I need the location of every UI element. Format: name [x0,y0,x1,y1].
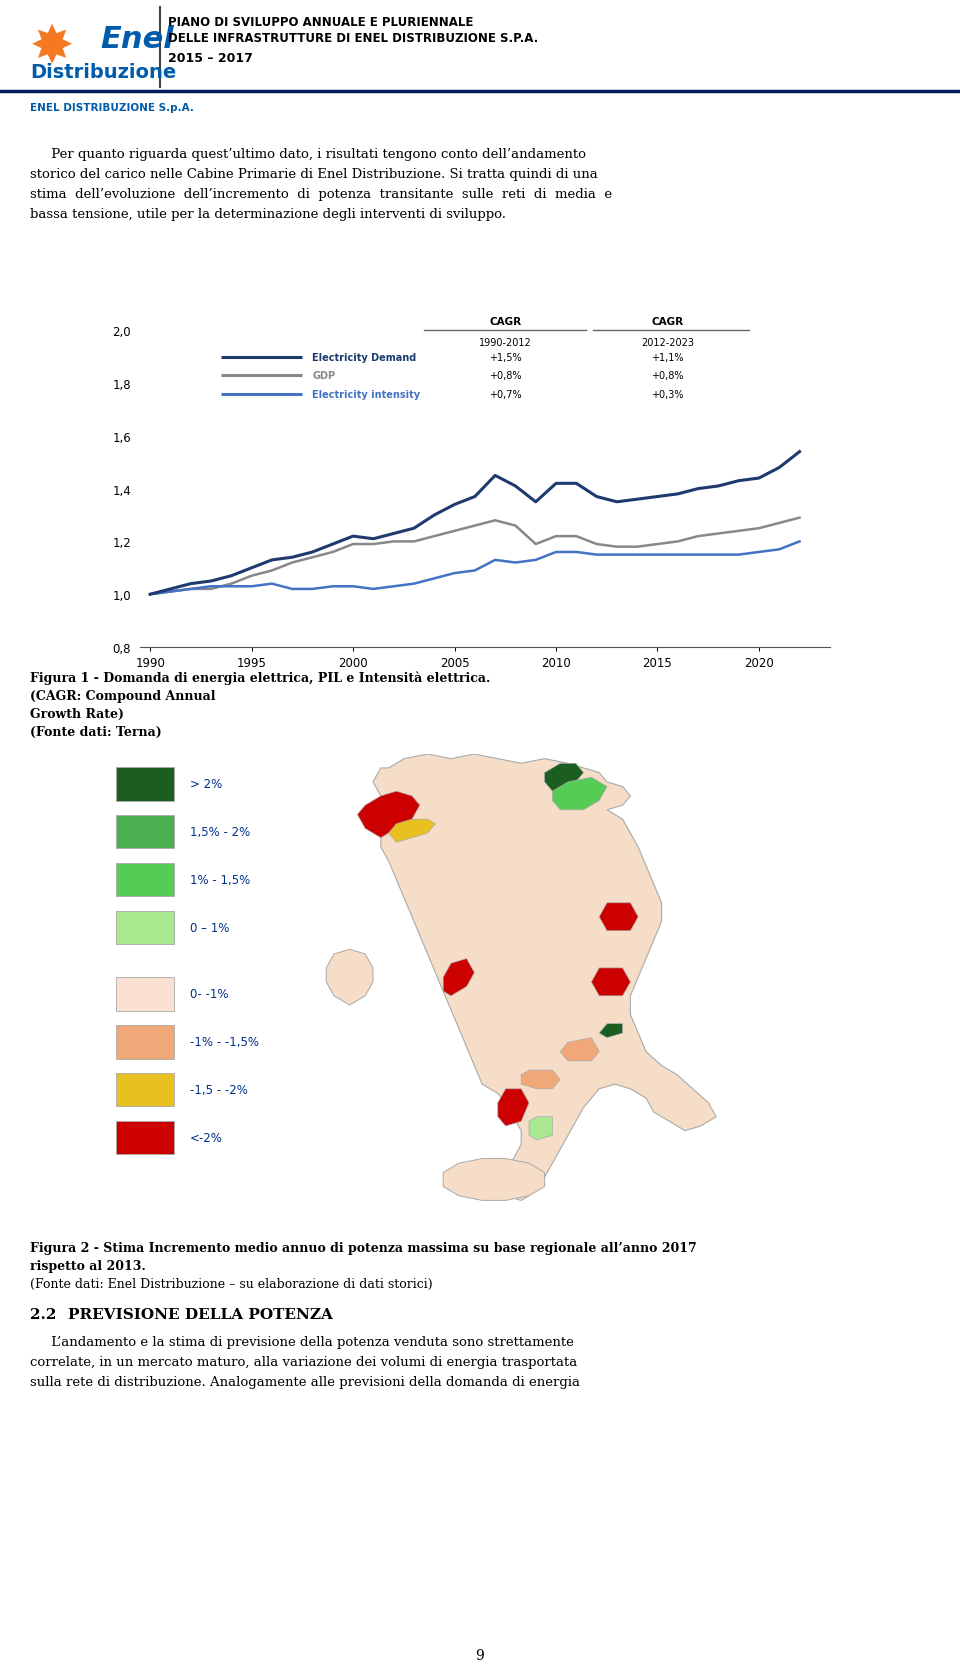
Text: 1990-2012: 1990-2012 [479,338,532,348]
Text: Growth Rate): Growth Rate) [30,707,124,721]
Text: ENEL DISTRIBUZIONE S.p.A.: ENEL DISTRIBUZIONE S.p.A. [30,102,194,113]
FancyBboxPatch shape [115,768,174,801]
Text: stima  dell’evoluzione  dell’incremento  di  potenza  transitante  sulle  reti  : stima dell’evoluzione dell’incremento di… [30,188,612,202]
Text: Electricity intensity: Electricity intensity [313,390,420,400]
Text: 0 – 1%: 0 – 1% [190,921,229,934]
Text: 2012-2023: 2012-2023 [641,338,694,348]
Text: Distribuzione: Distribuzione [30,62,177,81]
Text: sulla rete di distribuzione. Analogamente alle previsioni della domanda di energ: sulla rete di distribuzione. Analogament… [30,1376,580,1388]
Polygon shape [599,1025,623,1038]
Text: 2015 – 2017: 2015 – 2017 [168,52,252,64]
Polygon shape [561,1038,599,1062]
Polygon shape [521,1070,561,1089]
Text: (CAGR: Compound Annual: (CAGR: Compound Annual [30,689,215,702]
FancyBboxPatch shape [115,1025,174,1058]
FancyBboxPatch shape [115,815,174,848]
Text: (Fonte dati: Terna): (Fonte dati: Terna) [30,726,161,739]
Text: Electricity Demand: Electricity Demand [313,353,417,363]
Text: -1% - -1,5%: -1% - -1,5% [190,1035,258,1048]
Text: Per quanto riguarda quest’ultimo dato, i risultati tengono conto dell’andamento: Per quanto riguarda quest’ultimo dato, i… [30,148,586,161]
Text: Figura 2 - Stima Incremento medio annuo di potenza massima su base regionale all: Figura 2 - Stima Incremento medio annuo … [30,1242,697,1255]
Polygon shape [444,1159,544,1201]
Text: CAGR: CAGR [652,318,684,328]
Polygon shape [444,959,474,996]
Polygon shape [373,754,716,1201]
FancyBboxPatch shape [115,1074,174,1107]
Text: Figura 1 - Domanda di energia elettrica, PIL e Intensità elettrica.: Figura 1 - Domanda di energia elettrica,… [30,672,491,685]
Polygon shape [599,904,638,931]
Text: storico del carico nelle Cabine Primarie di Enel Distribuzione. Si tratta quindi: storico del carico nelle Cabine Primarie… [30,168,598,181]
FancyBboxPatch shape [115,911,174,944]
Text: 1% - 1,5%: 1% - 1,5% [190,874,250,887]
Text: (Fonte dati: Enel Distribuzione – su elaborazione di dati storici): (Fonte dati: Enel Distribuzione – su ela… [30,1277,433,1290]
Text: ✸: ✸ [30,22,74,74]
Text: +1,5%: +1,5% [489,353,521,363]
FancyBboxPatch shape [115,864,174,897]
Polygon shape [389,820,436,843]
Text: -1,5 - -2%: -1,5 - -2% [190,1084,248,1097]
Text: Enel: Enel [100,25,174,54]
Text: CAGR: CAGR [490,318,521,328]
Text: +0,7%: +0,7% [489,390,521,400]
Text: rispetto al 2013.: rispetto al 2013. [30,1260,146,1272]
Text: DELLE INFRASTRUTTURE DI ENEL DISTRIBUZIONE S.P.A.: DELLE INFRASTRUTTURE DI ENEL DISTRIBUZIO… [168,32,539,44]
Text: bassa tensione, utile per la determinazione degli interventi di sviluppo.: bassa tensione, utile per la determinazi… [30,208,506,220]
Text: +1,1%: +1,1% [652,353,684,363]
Polygon shape [529,1117,552,1141]
Text: L’andamento e la stima di previsione della potenza venduta sono strettamente: L’andamento e la stima di previsione del… [30,1336,574,1347]
Text: GDP: GDP [313,371,336,381]
Text: 2.2: 2.2 [30,1307,57,1320]
Polygon shape [552,778,607,810]
Text: +0,3%: +0,3% [652,390,684,400]
Text: +0,8%: +0,8% [489,371,521,381]
Text: <-2%: <-2% [190,1131,223,1144]
Polygon shape [357,791,420,838]
Text: +0,8%: +0,8% [652,371,684,381]
Polygon shape [326,949,373,1006]
Polygon shape [591,968,631,996]
Text: PIANO DI SVILUPPO ANNUALE E PLURIENNALE: PIANO DI SVILUPPO ANNUALE E PLURIENNALE [168,15,473,29]
Text: 1,5% - 2%: 1,5% - 2% [190,825,250,838]
Text: 0- -1%: 0- -1% [190,988,228,1001]
Text: correlate, in un mercato maturo, alla variazione dei volumi di energia trasporta: correlate, in un mercato maturo, alla va… [30,1356,577,1368]
Text: > 2%: > 2% [190,778,222,791]
FancyBboxPatch shape [115,1121,174,1154]
Text: 9: 9 [475,1648,485,1662]
Polygon shape [544,764,584,791]
Text: PREVISIONE DELLA POTENZA: PREVISIONE DELLA POTENZA [68,1307,333,1320]
Polygon shape [498,1089,529,1126]
FancyBboxPatch shape [115,978,174,1011]
